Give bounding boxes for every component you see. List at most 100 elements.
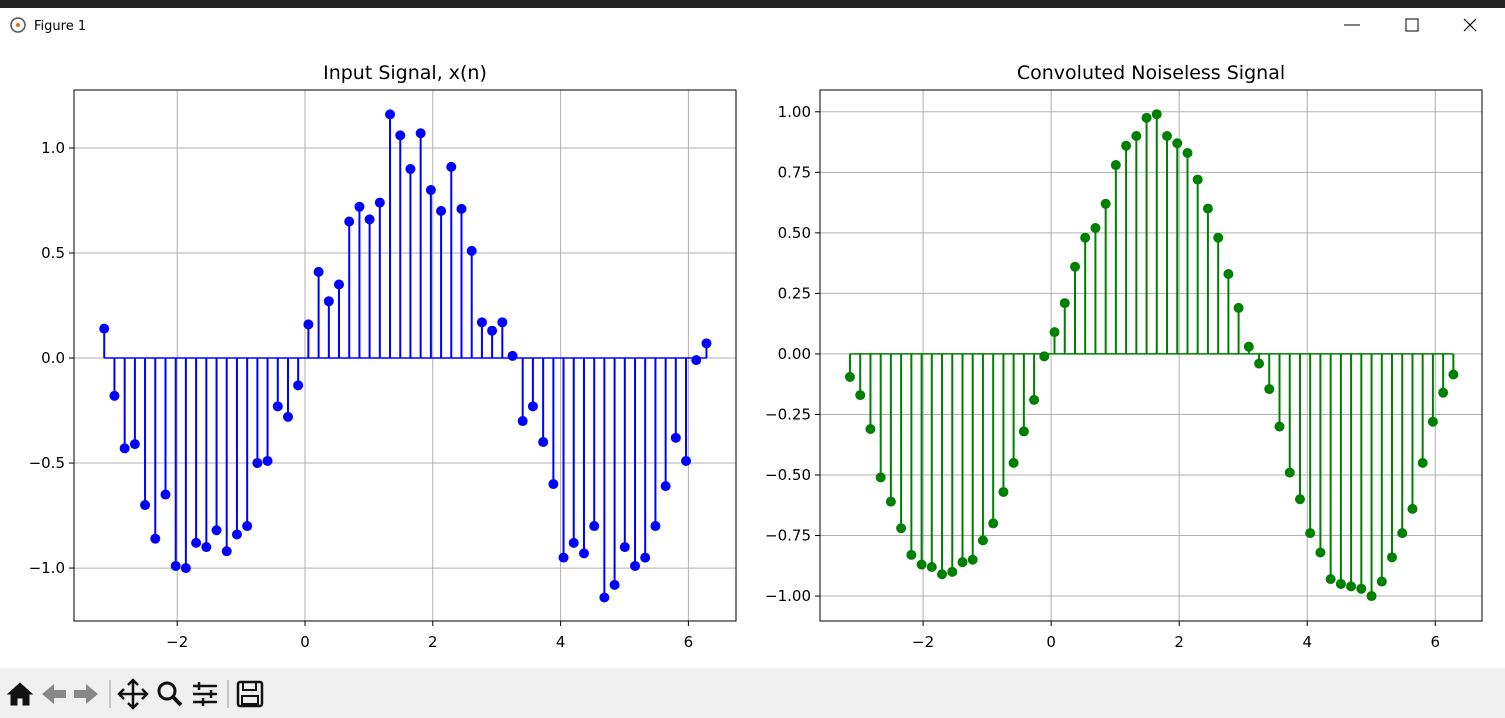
pan-button[interactable]	[117, 678, 149, 710]
forward-button[interactable]	[74, 684, 98, 704]
x-tick-label: 4	[556, 633, 566, 651]
stem-marker	[425, 184, 436, 195]
stem-marker	[242, 521, 253, 532]
stem-marker	[323, 296, 334, 307]
stem-marker	[875, 472, 886, 483]
stem-marker	[681, 455, 692, 466]
stem-marker	[354, 201, 365, 212]
stem-marker	[701, 338, 712, 349]
stem-marker	[609, 579, 620, 590]
stem-marker	[160, 489, 171, 500]
toolbar-icons	[6, 678, 264, 710]
stem-marker	[1172, 138, 1183, 149]
back-button[interactable]	[42, 684, 66, 704]
y-tick-label: 0.50	[778, 224, 811, 242]
stem-marker	[988, 518, 999, 529]
home-button[interactable]	[6, 682, 34, 706]
y-tick-label: 0.0	[41, 349, 65, 367]
stem-marker	[252, 458, 263, 469]
stem-marker	[1008, 457, 1019, 468]
stem-marker	[538, 437, 549, 448]
x-tick-label: 4	[1302, 633, 1312, 651]
stem-marker	[691, 355, 702, 366]
stem-marker	[476, 317, 487, 328]
stem-marker	[333, 279, 344, 290]
stem-marker	[456, 203, 467, 214]
stem-marker	[568, 537, 579, 548]
stem-marker	[364, 214, 375, 225]
window-title: Figure 1	[34, 19, 86, 34]
stem-marker	[1438, 387, 1449, 398]
stem-marker	[1274, 421, 1285, 432]
stem-marker	[926, 562, 937, 573]
stem-marker	[497, 317, 508, 328]
stem-marker	[109, 390, 120, 401]
x-tick-label: −2	[166, 633, 188, 651]
stem-marker	[906, 549, 917, 560]
stem-marker	[916, 559, 927, 570]
x-tick-label: 2	[428, 633, 438, 651]
stem-marker	[1121, 140, 1132, 151]
chart-title: Convoluted Noiseless Signal	[1017, 62, 1285, 84]
stem-marker	[99, 323, 110, 334]
stem-marker	[885, 496, 896, 507]
stem-marker	[578, 548, 589, 559]
y-tick-label: −0.50	[765, 466, 811, 484]
stem-marker	[313, 266, 324, 277]
stem-marker	[1110, 160, 1121, 171]
stem-marker	[150, 533, 161, 544]
stem-marker	[303, 319, 314, 330]
stem-marker	[405, 163, 416, 174]
y-tick-label: 0.75	[778, 163, 811, 181]
stem-marker	[630, 560, 641, 571]
stem-marker	[1141, 112, 1152, 123]
stem-marker	[1151, 109, 1162, 120]
y-tick-label: −1.0	[29, 559, 65, 577]
x-tick-label: 2	[1174, 633, 1184, 651]
stem-marker	[466, 245, 477, 256]
stem-marker	[1059, 298, 1070, 309]
stem-marker	[385, 109, 396, 120]
stem-marker	[1070, 261, 1081, 272]
x-tick-label: −2	[912, 633, 934, 651]
save-button[interactable]	[236, 680, 264, 708]
stem-marker	[395, 130, 406, 141]
stem-marker	[293, 380, 304, 391]
stem-marker	[1100, 198, 1111, 209]
y-tick-label: 1.00	[778, 103, 811, 121]
x-tick-label: 6	[684, 633, 694, 651]
stem-marker	[507, 350, 518, 361]
y-tick-label: −0.5	[29, 454, 65, 472]
x-tick-label: 6	[1430, 633, 1440, 651]
stem-marker	[1090, 223, 1101, 234]
axes-frame	[73, 89, 737, 622]
stem-marker	[140, 500, 151, 511]
stem-marker	[957, 557, 968, 568]
stem-marker	[640, 552, 651, 563]
configure-button[interactable]	[193, 682, 217, 706]
stem-marker	[998, 486, 1009, 497]
stem-marker	[1397, 528, 1408, 539]
x-tick-label: 0	[1046, 633, 1056, 651]
stem-marker	[1305, 528, 1316, 539]
close-button[interactable]	[1463, 18, 1477, 32]
stem-marker	[517, 416, 528, 427]
stem-marker	[119, 443, 130, 454]
y-tick-label: 1.0	[41, 139, 65, 157]
stem-marker	[967, 554, 978, 565]
stem-marker	[1223, 269, 1234, 280]
stem-marker	[1294, 494, 1305, 505]
stem-marker	[1254, 358, 1265, 369]
stem-marker	[1325, 574, 1336, 585]
zoom-button[interactable]	[157, 681, 183, 707]
y-tick-label: 0.00	[778, 345, 811, 363]
stem-marker	[589, 521, 600, 532]
maximize-button[interactable]	[1405, 18, 1419, 32]
stem-marker	[1366, 591, 1377, 602]
stem-marker	[1346, 581, 1357, 592]
background-strip	[0, 0, 1505, 8]
stem-marker	[947, 566, 958, 577]
stem-marker	[937, 569, 948, 580]
stem-marker	[262, 455, 273, 466]
